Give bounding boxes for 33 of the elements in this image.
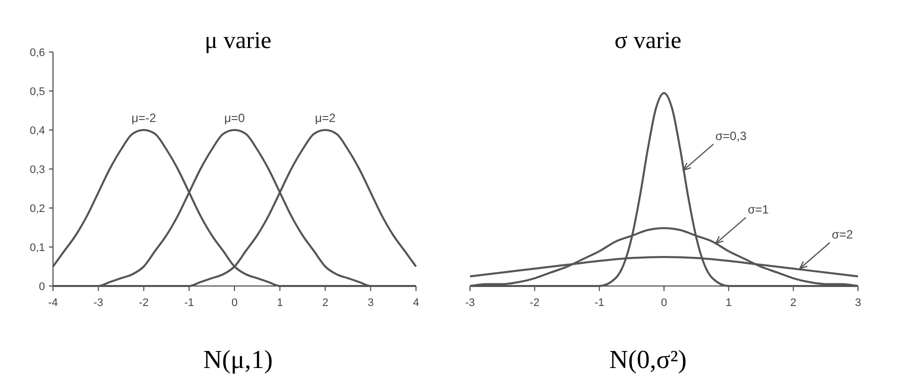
y-tick-label: 0,2 bbox=[30, 203, 45, 215]
annotation: μ=2 bbox=[314, 111, 336, 125]
annotation: μ=-2 bbox=[131, 111, 156, 125]
x-tick-label: 1 bbox=[276, 297, 283, 309]
annotation: μ=0 bbox=[224, 111, 246, 125]
y-tick-label: 0,4 bbox=[30, 125, 45, 137]
x-tick-label: 0 bbox=[660, 297, 668, 309]
x-tick-label: 3 bbox=[854, 297, 862, 309]
annotation: σ=1 bbox=[748, 202, 770, 217]
x-axis-title: N(μ,1) bbox=[203, 345, 273, 374]
y-tick-label: 0,5 bbox=[30, 86, 45, 98]
x-tick-label: 4 bbox=[412, 297, 420, 309]
x-tick-label: -3 bbox=[465, 297, 475, 309]
x-tick-label: -2 bbox=[138, 297, 149, 309]
x-tick-label: -2 bbox=[530, 297, 540, 309]
x-axis-title: N(0,σ²) bbox=[609, 345, 687, 374]
annotation: σ=2 bbox=[832, 228, 854, 242]
x-tick-label: -3 bbox=[93, 297, 104, 309]
x-tick-label: 2 bbox=[322, 297, 328, 309]
y-tick-label: 0,3 bbox=[30, 164, 45, 176]
x-tick-label: -1 bbox=[184, 297, 194, 309]
chart-title: σ varie bbox=[614, 28, 682, 54]
x-tick-label: -4 bbox=[48, 297, 58, 309]
y-tick-label: 0,6 bbox=[30, 47, 45, 59]
x-tick-label: 1 bbox=[726, 297, 732, 309]
x-tick-label: -1 bbox=[594, 297, 604, 309]
chart-title: μ varie bbox=[204, 28, 272, 54]
x-tick-label: 2 bbox=[790, 297, 796, 309]
x-tick-label: 3 bbox=[368, 297, 374, 309]
y-tick-label: 0 bbox=[38, 281, 45, 293]
x-tick-label: 0 bbox=[231, 297, 238, 309]
y-tick-label: 0,1 bbox=[30, 242, 45, 254]
annotation: σ=0,3 bbox=[715, 129, 747, 144]
